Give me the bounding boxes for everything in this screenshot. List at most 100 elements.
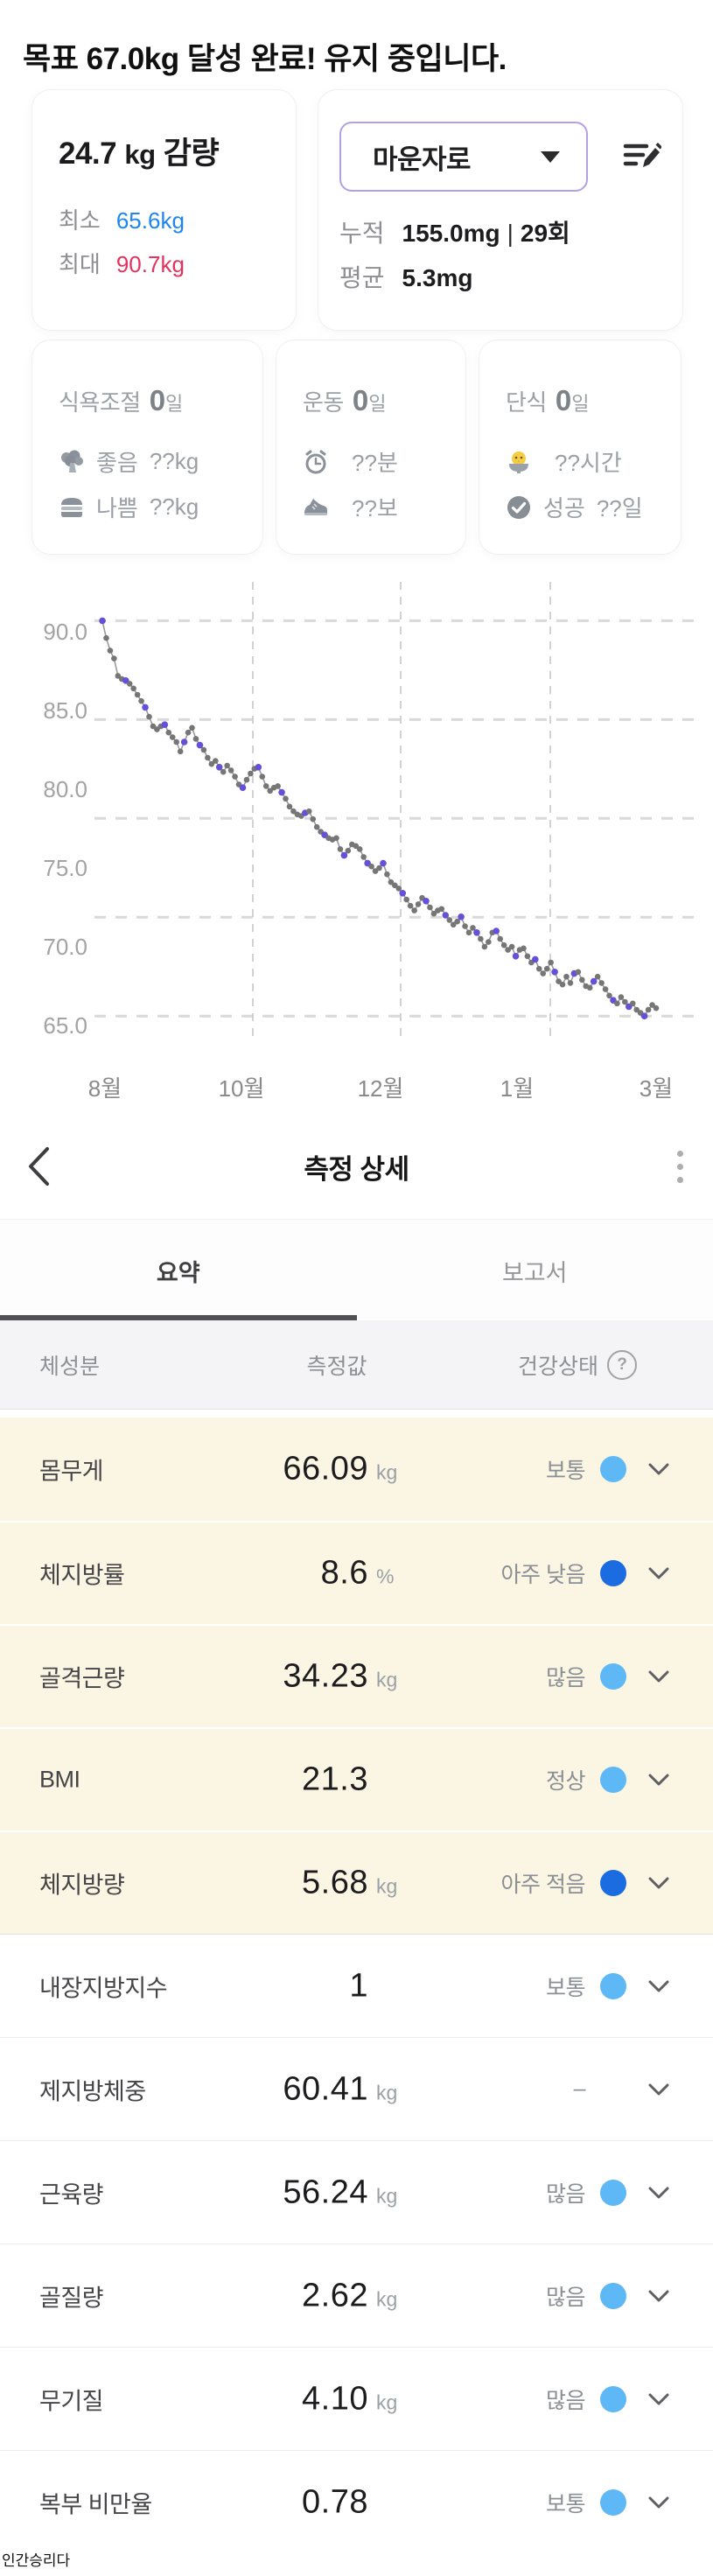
row-label: 골질량 xyxy=(39,2285,104,2311)
row-unit: kg xyxy=(376,1460,398,1484)
row-status: 정상 xyxy=(545,1769,586,1794)
row-label: 골격근량 xyxy=(39,1665,125,1692)
appetite-title: 식욕조절 xyxy=(59,389,141,416)
row-label: 제지방체중 xyxy=(39,2078,146,2104)
table-row[interactable]: 체지방률 8.6% 아주 낮음 xyxy=(0,1521,713,1624)
table-row[interactable]: 골격근량 34.23 kg 많음 xyxy=(0,1624,713,1727)
row-unit: kg xyxy=(376,2390,398,2413)
table-row[interactable]: 몸무게 66.09 kg 보통 xyxy=(0,1418,713,1521)
separator: | xyxy=(507,220,514,247)
row-label: 체지방량 xyxy=(39,1872,125,1899)
table-row[interactable]: 복부 비만율 0.78 보통 xyxy=(0,2450,713,2553)
fasting-success-value: ??일 xyxy=(596,495,643,522)
tab-bar: 요약 보고서 xyxy=(0,1219,713,1321)
appetite-bad-value: ??kg xyxy=(149,494,199,520)
appetite-bad-label: 나쁨 xyxy=(96,495,138,522)
svg-text:90.0: 90.0 xyxy=(43,619,87,645)
weight-loss-headline: 24.7 kg 감량 xyxy=(59,129,271,173)
status-dot xyxy=(600,2179,626,2206)
watermark-text: 인간승리다 xyxy=(2,2552,71,2569)
detail-page-title: 측정 상세 xyxy=(304,1153,409,1185)
row-value: 34.23 xyxy=(283,1657,368,1695)
status-dot xyxy=(600,1456,626,1482)
row-status: 보통 xyxy=(545,2491,586,2516)
weight-summary-card: 24.7 kg 감량 최소 65.6kg 최대 90.7kg xyxy=(31,89,297,331)
average-value: 5.3mg xyxy=(402,264,473,291)
back-icon[interactable] xyxy=(26,1123,51,1210)
table-row[interactable]: BMI 21.3 정상 xyxy=(0,1727,713,1830)
summary-cards-row: 24.7 kg 감량 최소 65.6kg 최대 90.7kg 마운자로 xyxy=(31,89,683,331)
row-value: 0.78 xyxy=(302,2483,368,2520)
table-row[interactable]: 제지방체중 60.41 kg – xyxy=(0,2037,713,2140)
appetite-card: 식욕조절 0일 좋음 ??kg xyxy=(31,340,263,555)
page-title: 목표 67.0kg 달성 완료! 유지 중입니다. xyxy=(23,42,507,77)
min-value: 65.6kg xyxy=(115,207,185,234)
table-row[interactable]: 골질량 2.62 kg 많음 xyxy=(0,2244,713,2347)
medication-name: 마운자로 xyxy=(373,144,472,175)
row-unit: kg xyxy=(376,2081,398,2104)
min-label: 최소 xyxy=(59,207,101,234)
habit-cards-row: 식욕조절 0일 좋음 ??kg xyxy=(31,340,682,555)
row-unit: kg xyxy=(376,2287,398,2310)
status-dot xyxy=(600,2488,626,2516)
chevron-down-icon xyxy=(648,1877,669,1889)
appetite-good-label: 좋음 xyxy=(96,450,138,476)
svg-text:65.0: 65.0 xyxy=(43,1012,87,1039)
exercise-steps-value: ??보 xyxy=(352,495,398,522)
weight-loss-unit: kg xyxy=(124,139,156,170)
tab-summary[interactable]: 요약 xyxy=(156,1259,200,1286)
kebab-menu-icon[interactable] xyxy=(677,1123,683,1210)
active-tab-underline xyxy=(0,1315,357,1321)
row-value: 8.6 xyxy=(320,1554,368,1592)
weight-loss-value: 24.7 xyxy=(59,136,117,171)
row-status: 많음 xyxy=(545,2285,586,2310)
fasting-card: 단식 0일 ??시간 성공 xyxy=(479,340,682,555)
detail-nav-bar: 측정 상세 xyxy=(0,1123,713,1210)
edit-list-icon[interactable] xyxy=(623,139,661,174)
row-value: 56.24 xyxy=(283,2174,368,2210)
table-row[interactable]: 무기질 4.10 kg 많음 xyxy=(0,2347,713,2450)
chevron-down-icon xyxy=(648,1567,669,1579)
status-dot xyxy=(600,2282,626,2309)
row-value: 1 xyxy=(349,1967,368,2004)
help-question-icon[interactable]: ? xyxy=(607,1349,637,1380)
fasting-success-label: 성공 xyxy=(543,495,585,522)
status-dot xyxy=(600,1767,626,1793)
row-label: 무기질 xyxy=(39,2388,104,2414)
alarm-icon xyxy=(303,449,329,475)
exercise-card: 운동 0일 ??분 xyxy=(276,340,466,555)
status-dot xyxy=(600,1870,626,1896)
column-health-status: 건강상태 xyxy=(517,1354,598,1379)
max-value: 90.7kg xyxy=(115,251,185,277)
chevron-down-icon xyxy=(648,1670,669,1683)
svg-text:3월: 3월 xyxy=(640,1075,673,1102)
chevron-down-icon xyxy=(648,1980,669,1992)
svg-text:12월: 12월 xyxy=(358,1075,404,1102)
status-dot xyxy=(600,1972,626,1999)
table-row[interactable]: 내장지방지수 1 보통 xyxy=(0,1934,713,2037)
table-row[interactable]: 체지방량 5.68 kg 아주 적음 xyxy=(0,1830,713,1934)
broccoli-icon xyxy=(59,449,85,475)
fasting-hours-value: ??시간 xyxy=(555,450,622,476)
exercise-minutes-value: ??분 xyxy=(352,450,398,476)
appetite-good-value: ??kg xyxy=(149,448,199,474)
chevron-down-icon xyxy=(648,2393,669,2404)
column-measured-value: 측정값 xyxy=(306,1354,367,1379)
row-status: 아주 적음 xyxy=(500,1872,586,1897)
svg-text:70.0: 70.0 xyxy=(43,934,87,960)
row-status: 보통 xyxy=(545,1975,586,2000)
row-label: 근육량 xyxy=(39,2181,104,2208)
cumulative-count: 29회 xyxy=(520,220,570,247)
tab-report[interactable]: 보고서 xyxy=(501,1259,568,1286)
medication-selector[interactable]: 마운자로 xyxy=(339,122,588,192)
cumulative-value: 155.0mg xyxy=(402,220,500,247)
sneaker-icon xyxy=(303,494,329,521)
row-value: 66.09 xyxy=(283,1450,368,1488)
row-value: 60.41 xyxy=(283,2070,368,2107)
average-line: 평균 5.3mg xyxy=(339,259,661,294)
row-label: 복부 비만율 xyxy=(39,2491,152,2517)
average-label: 평균 xyxy=(339,264,385,291)
table-row[interactable]: 근육량 56.24 kg 많음 xyxy=(0,2140,713,2244)
row-value: 21.3 xyxy=(302,1760,368,1798)
medication-card: 마운자로 누적 155.0mg | 29회 평균 5. xyxy=(318,89,683,331)
